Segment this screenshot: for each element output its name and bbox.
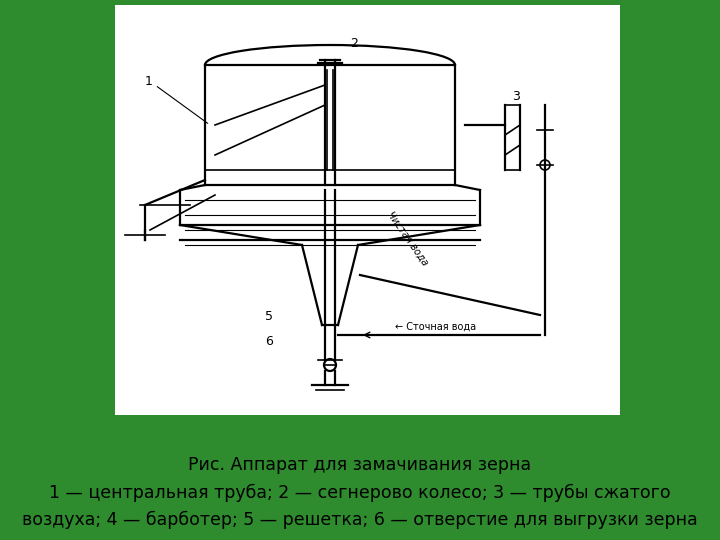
Text: Чистая вода: Чистая вода <box>385 209 430 267</box>
Text: 6: 6 <box>265 335 273 348</box>
Text: Рис. Аппарат для замачивания зерна: Рис. Аппарат для замачивания зерна <box>189 456 531 474</box>
Text: 3: 3 <box>512 90 520 103</box>
Text: 5: 5 <box>265 310 273 323</box>
Text: 1 — центральная труба; 2 — сегнерово колесо; 3 — трубы сжатого: 1 — центральная труба; 2 — сегнерово кол… <box>49 483 671 502</box>
Text: воздуха; 4 — барботер; 5 — решетка; 6 — отверстие для выгрузки зерна: воздуха; 4 — барботер; 5 — решетка; 6 — … <box>22 510 698 529</box>
Text: ← Сточная вода: ← Сточная вода <box>395 322 476 332</box>
Text: 1: 1 <box>145 75 153 88</box>
Text: 2: 2 <box>350 37 358 50</box>
Bar <box>115 5 620 415</box>
